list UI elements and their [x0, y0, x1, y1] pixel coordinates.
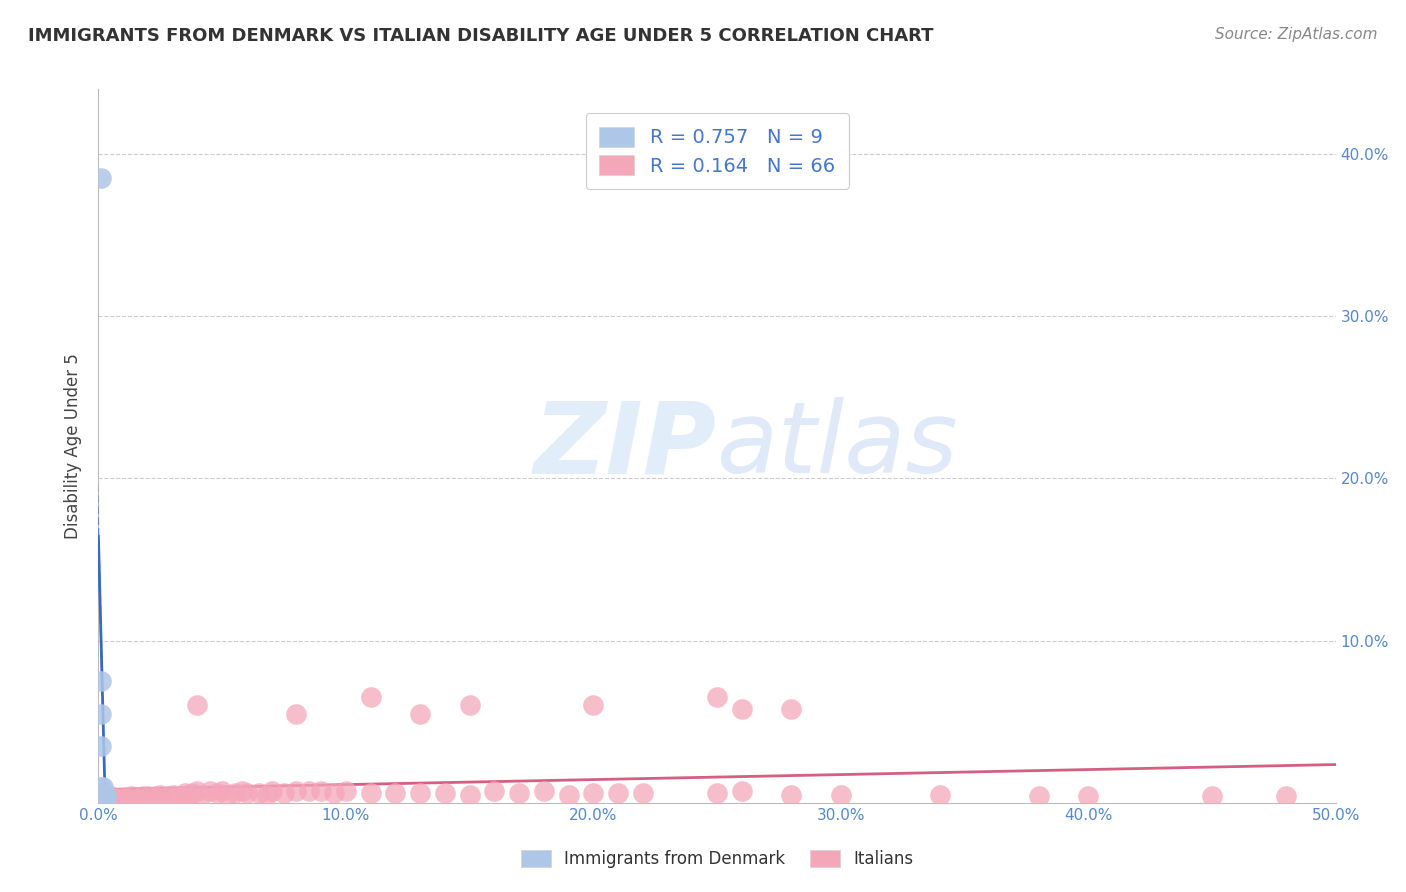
Point [93, 788, 115, 802]
Point [186, 784, 208, 798]
Point [93, 780, 115, 794]
Point [217, 788, 239, 802]
Point [136, 789, 159, 804]
Point [409, 706, 432, 721]
Point [260, 784, 283, 798]
Point [384, 786, 406, 800]
Point [117, 791, 139, 805]
Point [830, 788, 852, 802]
Point [582, 786, 605, 800]
Text: atlas: atlas [717, 398, 959, 494]
Point [409, 786, 432, 800]
Point [211, 784, 233, 798]
Point [90, 674, 112, 689]
Point [582, 698, 605, 713]
Point [104, 791, 127, 805]
Point [191, 788, 214, 802]
Point [97, 792, 120, 806]
Point [247, 786, 270, 800]
Point [458, 788, 481, 802]
Text: Source: ZipAtlas.com: Source: ZipAtlas.com [1215, 27, 1378, 42]
Point [533, 784, 555, 798]
Point [780, 788, 803, 802]
Point [458, 698, 481, 713]
Point [309, 784, 332, 798]
Point [360, 690, 382, 705]
Point [273, 786, 295, 800]
Point [1201, 789, 1223, 804]
Point [90, 706, 112, 721]
Point [731, 702, 754, 716]
Point [176, 788, 198, 802]
Point [731, 784, 754, 798]
Point [110, 791, 132, 805]
Point [256, 788, 278, 802]
Point [152, 791, 174, 805]
Point [94, 791, 117, 805]
Point [205, 786, 228, 800]
Point [93, 791, 115, 805]
Point [298, 784, 321, 798]
Point [508, 786, 530, 800]
Point [607, 786, 630, 800]
Text: IMMIGRANTS FROM DENMARK VS ITALIAN DISABILITY AGE UNDER 5 CORRELATION CHART: IMMIGRANTS FROM DENMARK VS ITALIAN DISAB… [28, 27, 934, 45]
Point [100, 789, 122, 804]
Point [1028, 789, 1050, 804]
Point [166, 789, 188, 804]
Point [162, 788, 184, 802]
Y-axis label: Disability Age Under 5: Disability Age Under 5 [65, 353, 83, 539]
Point [231, 784, 253, 798]
Point [143, 789, 166, 804]
Point [433, 786, 456, 800]
Point [186, 698, 208, 713]
Point [132, 789, 155, 804]
Point [181, 786, 204, 800]
Point [107, 792, 129, 806]
Point [285, 706, 308, 721]
Point [156, 789, 179, 804]
Point [90, 739, 112, 753]
Point [557, 788, 579, 802]
Point [94, 789, 117, 804]
Point [484, 784, 506, 798]
Point [112, 791, 135, 805]
Point [928, 788, 950, 802]
Point [120, 789, 142, 804]
Point [149, 788, 172, 802]
Point [335, 784, 357, 798]
Point [127, 791, 149, 805]
Point [90, 780, 112, 794]
Point [706, 786, 728, 800]
Point [236, 786, 259, 800]
Point [142, 791, 165, 805]
Point [174, 786, 197, 800]
Point [360, 786, 382, 800]
Point [224, 786, 246, 800]
Point [124, 792, 146, 806]
Point [780, 702, 803, 716]
Point [322, 786, 344, 800]
Point [134, 792, 156, 806]
Point [90, 788, 112, 802]
Point [706, 690, 728, 705]
Point [198, 784, 221, 798]
Text: ZIP: ZIP [534, 398, 717, 494]
Point [103, 791, 125, 805]
Point [1077, 789, 1099, 804]
Point [90, 171, 112, 186]
Point [94, 788, 117, 802]
Point [1275, 789, 1298, 804]
Point [631, 786, 654, 800]
Legend: Immigrants from Denmark, Italians: Immigrants from Denmark, Italians [509, 838, 925, 880]
Point [285, 784, 308, 798]
